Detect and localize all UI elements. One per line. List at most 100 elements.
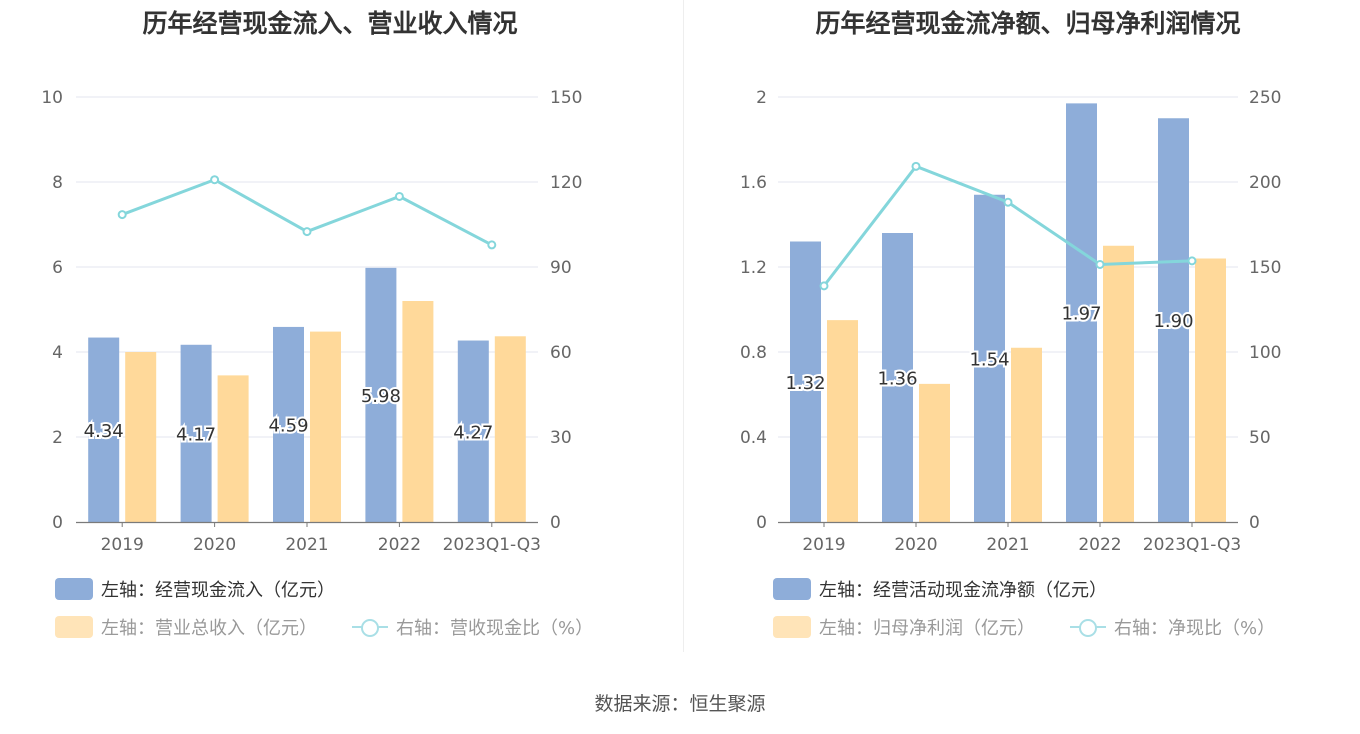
chart-plot-area: 0 0 0.4 50 0.8 100 1.2 150 1.6 200 2 250 2019 2020 202…	[740, 88, 1282, 555]
bar-series2	[310, 331, 341, 522]
left-axis-tick-label: 0.4	[740, 428, 767, 448]
line-point	[302, 227, 312, 237]
x-axis-tick-label: 2019	[101, 535, 144, 555]
legend-item-cash-revenue-ratio[interactable]: 右轴：营收现金比（%）	[352, 615, 593, 639]
bar-series1	[180, 344, 212, 522]
legend-label: 左轴：经营活动现金流净额（亿元）	[819, 580, 1107, 601]
chart-panel-cash-inflow: 历年经营现金流入、营业收入情况 0 0 2 30 4 60 6 90 8 120 10 150 2019…	[0, 0, 680, 660]
left-axis-tick-label: 1.2	[740, 258, 767, 278]
left-axis-tick-label: 0	[52, 513, 63, 533]
line-point	[1095, 259, 1105, 269]
legend-item-cash-inflow[interactable]: 左轴：经营现金流入（亿元）	[55, 577, 335, 601]
bar-data-label: 1.97	[1061, 304, 1101, 325]
line-point	[394, 191, 404, 201]
bar-series1	[88, 337, 120, 522]
legend-swatch-blue	[55, 578, 93, 600]
left-axis-tick-label: 2	[756, 88, 767, 108]
chart-title: 历年经营现金流净额、归母净利润情况	[815, 9, 1241, 38]
left-axis-tick-label: 1.6	[740, 173, 767, 193]
line-point	[487, 240, 497, 250]
right-axis-tick-label: 0	[550, 513, 561, 533]
bar-series2	[827, 320, 858, 522]
legend-item-net-cash-ratio[interactable]: 右轴：净现比（%）	[1070, 615, 1275, 639]
chart-layer: 0 0 2 30 4 60 6 90 8 120 10 150 2019 2020 2021 2022 2023…	[41, 88, 582, 555]
legend-item-net-profit[interactable]: 左轴：归母净利润（亿元）	[773, 615, 1035, 639]
legend-item-net-cash-flow[interactable]: 左轴：经营活动现金流净额（亿元）	[773, 577, 1107, 601]
right-axis-tick-label: 250	[1249, 88, 1281, 108]
right-axis-tick-label: 30	[550, 428, 572, 448]
bar-data-label: 5.98	[361, 386, 401, 407]
line-point	[819, 281, 829, 291]
left-axis-tick-label: 4	[52, 343, 63, 363]
chart-layer: 0 0 0.4 50 0.8 100 1.2 150 1.6 200 2 250 2019 2020 202…	[740, 88, 1282, 555]
bar-data-label: 1.32	[785, 373, 825, 394]
right-axis-tick-label: 0	[1249, 513, 1260, 533]
right-axis-tick-label: 50	[1249, 428, 1271, 448]
right-axis-tick-label: 60	[550, 343, 572, 363]
bar-series2	[125, 352, 157, 522]
bar-data-label: 1.36	[877, 369, 917, 390]
chart-panel-net-cash-flow: 历年经营现金流净额、归母净利润情况 0 0 0.4 50 0.8 100 1.2 150 1.6…	[680, 0, 1360, 660]
legend-item-revenue[interactable]: 左轴：营业总收入（亿元）	[55, 615, 317, 639]
bar-series1	[365, 267, 397, 522]
x-axis-tick-label: 2020	[193, 535, 236, 555]
legend-line-marker	[352, 616, 388, 638]
line-point	[117, 210, 127, 220]
chart-plot-area: 0 0 2 30 4 60 6 90 8 120 10 150 2019 2020 2021 2022 2023…	[41, 88, 582, 555]
bar-series1	[1066, 103, 1097, 522]
right-axis-tick-label: 90	[550, 258, 572, 278]
legend-label: 左轴：营业总收入（亿元）	[101, 618, 317, 639]
right-axis-tick-label: 150	[1249, 258, 1281, 278]
bar-series1	[974, 194, 1005, 522]
line-point	[1003, 197, 1013, 207]
bar-data-label: 1.90	[1153, 311, 1193, 332]
bar-series2	[1011, 347, 1042, 522]
left-axis-tick-label: 8	[52, 173, 63, 193]
bar-series2	[217, 375, 249, 522]
bar-series1	[882, 233, 913, 522]
left-axis-tick-label: 10	[41, 88, 63, 108]
legend-label: 左轴：归母净利润（亿元）	[819, 618, 1035, 639]
x-axis-tick-label: 2022	[1078, 535, 1121, 555]
x-axis-tick-label: 2021	[986, 535, 1029, 555]
bar-series1	[1158, 118, 1189, 522]
chart-title: 历年经营现金流入、营业收入情况	[142, 9, 518, 38]
bar-series1	[273, 326, 304, 522]
x-axis-tick-label: 2023Q1-Q3	[1143, 535, 1241, 555]
legend-line-marker	[1070, 616, 1106, 638]
legend-swatch-orange	[55, 616, 93, 638]
panel-divider	[683, 0, 684, 652]
bar-series1	[790, 241, 821, 522]
x-axis-tick-label: 2022	[378, 535, 421, 555]
right-axis-tick-label: 200	[1249, 173, 1281, 193]
bar-series1	[457, 340, 489, 522]
x-axis-tick-label: 2021	[285, 535, 328, 555]
bar-data-label: 4.59	[268, 415, 308, 436]
bar-series2	[919, 383, 950, 522]
bar-series2	[1103, 245, 1134, 522]
bar-data-label: 1.54	[969, 349, 1009, 370]
line-point	[1187, 256, 1197, 266]
legend-label: 左轴：经营现金流入（亿元）	[101, 580, 335, 601]
bar-series2	[494, 336, 526, 522]
legend-swatch-orange	[773, 616, 811, 638]
data-source-note: 数据来源：恒生聚源	[594, 693, 766, 715]
right-axis-tick-label: 100	[1249, 343, 1281, 363]
bar-data-label: 4.34	[84, 421, 124, 442]
x-axis-tick-label: 2019	[802, 535, 845, 555]
bar-data-label: 4.27	[453, 422, 493, 443]
legend-label: 右轴：营收现金比（%）	[396, 618, 594, 639]
left-axis-tick-label: 0.8	[740, 343, 767, 363]
x-axis-tick-label: 2020	[894, 535, 937, 555]
line-point	[911, 161, 921, 171]
left-axis-tick-label: 6	[52, 258, 63, 278]
left-axis-tick-label: 0	[756, 513, 767, 533]
right-axis-tick-label: 150	[550, 88, 582, 108]
line-series	[822, 164, 1193, 287]
left-axis-tick-label: 2	[52, 428, 63, 448]
legend-swatch-blue	[773, 578, 811, 600]
bar-series2	[402, 301, 434, 522]
bar-series2	[1195, 258, 1226, 522]
legend-label: 右轴：净现比（%）	[1114, 618, 1276, 639]
bar-data-label: 4.17	[176, 424, 216, 445]
